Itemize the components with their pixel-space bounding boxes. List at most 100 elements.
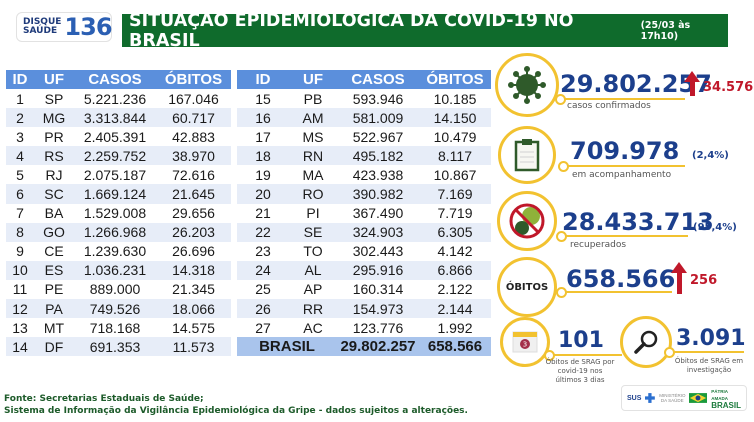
table-row: 5 RJ 2.075.187 72.616 — [6, 165, 231, 184]
cell-id: 7 — [16, 205, 24, 222]
col-header-casos: CASOS — [337, 70, 419, 89]
col-header-obitos: ÓBITOS — [419, 70, 491, 89]
table-row: 25 AP 160.314 2.122 — [237, 280, 491, 299]
connector-line — [565, 98, 685, 100]
cell-obitos: 7.719 — [437, 205, 473, 222]
cell-id: 19 — [255, 166, 271, 183]
cell-uf: AC — [303, 319, 323, 336]
monitoring-value: 709.978 — [570, 137, 680, 165]
cell-obitos: 38.970 — [156, 146, 231, 166]
title-bar: SITUAÇÃO EPIDEMIOLÓGICA DA COVID-19 NO B… — [122, 11, 728, 51]
cell-uf: PI — [306, 205, 320, 222]
table-row: 18 RN 495.182 8.117 — [237, 146, 491, 166]
cell-uf: AM — [289, 108, 337, 128]
cell-uf: RN — [289, 146, 337, 166]
cell-id: 23 — [255, 243, 271, 260]
cell-casos: 718.168 — [89, 319, 141, 336]
sus-label: SUS — [627, 394, 642, 402]
cell-uf: BA — [44, 205, 64, 222]
table-row: 21 PI 367.490 7.719 — [237, 204, 491, 223]
cell-id: 16 — [237, 108, 289, 128]
cell-casos: 367.490 — [352, 205, 404, 222]
table-row: 3 PR 2.405.391 42.883 — [6, 127, 231, 146]
cell-uf: MS — [302, 128, 324, 145]
cell-casos: 522.967 — [352, 128, 404, 145]
cell-obitos: 60.717 — [156, 108, 231, 128]
cell-uf: MT — [43, 319, 65, 336]
connector-line — [566, 235, 688, 237]
cell-uf: SE — [289, 222, 337, 242]
cell-casos: 495.182 — [337, 146, 419, 166]
table-row: 7 BA 1.529.008 29.656 — [6, 204, 231, 223]
confirmed-increase: 34.576 — [703, 80, 754, 95]
cell-uf: MA — [302, 166, 324, 183]
cell-id: 9 — [16, 243, 24, 260]
table-row: 9 CE 1.239.630 26.696 — [6, 242, 231, 261]
table-row: 4 RS 2.259.752 38.970 — [6, 146, 231, 166]
cell-obitos: 10.867 — [433, 166, 477, 183]
cell-uf: RR — [289, 299, 337, 319]
cell-casos: 390.982 — [337, 184, 419, 204]
total-casos: 29.802.257 — [337, 337, 419, 357]
cell-id: 6 — [6, 184, 34, 204]
cell-obitos: 2.122 — [437, 281, 473, 298]
logo-line2: SAÚDE — [23, 26, 58, 36]
table-row: 23 TO 302.443 4.142 — [237, 242, 491, 261]
cell-uf: TO — [303, 243, 323, 260]
cell-casos: 1.529.008 — [83, 205, 147, 222]
svg-text:3: 3 — [523, 341, 527, 349]
cell-uf: PR — [44, 128, 64, 145]
col-header-casos: CASOS — [74, 70, 156, 89]
cell-id: 1 — [16, 90, 24, 107]
table-row: 13 MT 718.168 14.575 — [6, 318, 231, 337]
cell-casos: 324.903 — [337, 222, 419, 242]
cell-id: 2 — [6, 108, 34, 128]
increase-arrow-icon — [684, 71, 700, 96]
confirmed-ring — [495, 53, 559, 117]
cell-obitos: 21.345 — [172, 281, 215, 298]
cell-uf: DF — [34, 337, 74, 357]
increase-arrow-icon — [671, 262, 687, 294]
states-table-right: ID UF CASOS ÓBITOS 15 PB 593.946 10.185 16 AM… — [237, 70, 491, 357]
cell-id: 14 — [6, 337, 34, 357]
cell-uf: RJ — [45, 166, 63, 183]
cell-obitos: 14.575 — [172, 319, 215, 336]
cell-obitos: 10.185 — [433, 90, 477, 107]
cell-casos: 2.405.391 — [83, 128, 147, 145]
ministry-label: MINISTÉRIO DA SAÚDE — [659, 393, 686, 403]
cell-uf: CE — [44, 243, 64, 260]
cell-id: 11 — [12, 281, 28, 298]
cell-casos: 1.036.231 — [74, 260, 156, 280]
cell-id: 13 — [12, 319, 28, 336]
update-date: (25/03 às 17h10) — [640, 19, 691, 42]
calendar-icon: 3 — [512, 331, 538, 353]
cell-id: 17 — [255, 128, 271, 145]
srag-recent-label: Óbitos de SRAG por covid-19 nos últimos … — [545, 358, 615, 384]
government-logo: SUS MINISTÉRIO DA SAÚDE PÁTRIA AMADA BRA… — [621, 385, 747, 411]
cell-uf: SP — [44, 90, 64, 107]
deaths-badge: ÓBITOS — [505, 281, 549, 293]
cell-casos: 593.946 — [352, 90, 404, 107]
cell-casos: 581.009 — [337, 108, 419, 128]
col-header-id: ID — [237, 70, 289, 89]
table-row: 26 RR 154.973 2.144 — [237, 299, 491, 319]
srag-investigation-label: Óbitos de SRAG em investigação — [674, 357, 744, 374]
table-row: 11 PE 889.000 21.345 — [6, 280, 231, 299]
table-row: 15 PB 593.946 10.185 — [237, 89, 491, 108]
magnifier-icon — [634, 330, 658, 354]
table-row: 10 ES 1.036.231 14.318 — [6, 260, 231, 280]
table-row: 2 MG 3.313.844 60.717 — [6, 108, 231, 128]
cell-casos: 3.313.844 — [74, 108, 156, 128]
cell-id: 27 — [255, 319, 271, 336]
cell-id: 25 — [255, 281, 271, 298]
table-row: 6 SC 1.669.124 21.645 — [6, 184, 231, 204]
cell-obitos: 1.992 — [437, 319, 473, 336]
connector-line — [568, 165, 685, 167]
sus-cross-icon — [645, 393, 656, 403]
recovered-label: recuperados — [570, 240, 627, 250]
no-virus-icon — [509, 203, 545, 239]
cell-uf: AL — [289, 260, 337, 280]
cell-id: 24 — [237, 260, 289, 280]
cell-id: 8 — [6, 222, 34, 242]
cell-id: 22 — [237, 222, 289, 242]
